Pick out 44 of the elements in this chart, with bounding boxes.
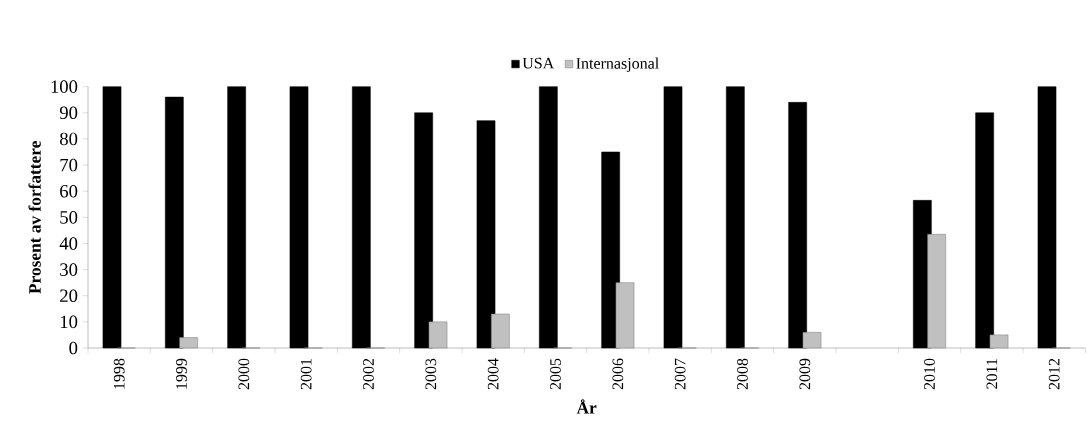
x-tick-label: 2000 [238, 358, 250, 390]
y-tick-label: 40 [59, 237, 78, 250]
y-tick-label: 80 [60, 132, 78, 146]
y-tick-label: 100 [51, 80, 78, 93]
x-tick-label: 1998 [113, 358, 125, 389]
bar [975, 112, 994, 349]
bar [663, 86, 683, 349]
bar [601, 151, 620, 349]
bar [352, 86, 371, 349]
y-tick-label: 10 [60, 315, 78, 329]
bar [539, 86, 558, 349]
y-tick-label: 0 [69, 341, 78, 355]
y-tick-label: 60 [60, 184, 78, 198]
x-tick-label: 2012 [1048, 358, 1060, 390]
y-tick-label: 70 [60, 158, 78, 172]
x-tick-label: 2008 [737, 358, 748, 390]
bar [476, 120, 496, 349]
x-axis-title: År [576, 399, 597, 414]
x-tick-label: 2011 [986, 359, 998, 389]
x-tick-label: 2001 [300, 359, 312, 390]
bar [726, 86, 745, 349]
y-tick-label: 50 [60, 211, 78, 224]
bar [788, 102, 807, 349]
x-tick-label: 2005 [550, 358, 561, 390]
x-tick-label: 2007 [674, 358, 686, 390]
y-tick-label: 30 [60, 263, 78, 276]
x-tick-label: 2009 [799, 358, 811, 390]
bar [102, 86, 122, 349]
y-tick-label: 90 [59, 106, 78, 120]
x-tick-label: 2003 [425, 358, 437, 390]
x-tick-label: 2002 [363, 358, 374, 390]
x-tick-label: 2006 [612, 358, 624, 390]
bar [1037, 86, 1057, 349]
y-tick-label: 20 [60, 289, 78, 303]
legend-label: Internasjonal [576, 57, 659, 73]
bar [289, 86, 309, 349]
bar [414, 112, 433, 349]
x-tick-label: 2004 [487, 358, 499, 390]
x-tick-label: 2010 [924, 358, 935, 390]
x-tick-label: 1999 [176, 358, 187, 389]
legend-label: USA [522, 57, 555, 69]
bar [165, 96, 184, 349]
bar [227, 86, 246, 349]
y-axis-title: Prosent av forfattere [28, 141, 41, 294]
